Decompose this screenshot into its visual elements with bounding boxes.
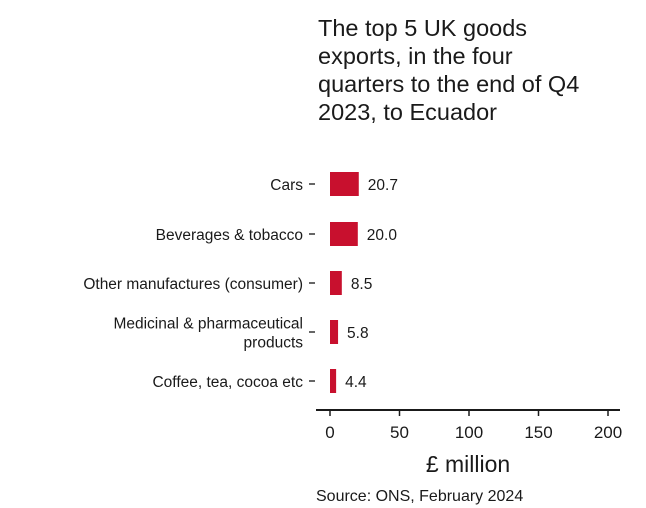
x-axis: 0 50 100 150 200 bbox=[316, 409, 622, 442]
chart-title: The top 5 UK goods exports, in the four qu… bbox=[318, 14, 638, 126]
chart-title-line: quarters to the end of Q4 bbox=[318, 71, 580, 97]
bar-value-label: 5.8 bbox=[347, 325, 369, 342]
category-labels: Cars Beverages & tobacco Other manufacture… bbox=[83, 177, 315, 391]
chart-title-line: The top 5 UK goods bbox=[318, 15, 528, 41]
category-label: Medicinal & pharmaceutical bbox=[113, 316, 303, 333]
bar-value-label: 20.0 bbox=[367, 227, 398, 244]
chart-title-line: exports, in the four bbox=[318, 43, 513, 69]
bar-value-label: 8.5 bbox=[351, 276, 373, 293]
bar-value-label: 20.7 bbox=[368, 177, 398, 194]
bar bbox=[330, 271, 342, 295]
bar bbox=[330, 222, 358, 246]
x-axis-title: £ million bbox=[426, 451, 510, 477]
category-label: products bbox=[244, 335, 304, 352]
bar bbox=[330, 172, 359, 196]
category-label: Beverages & tobacco bbox=[156, 227, 303, 244]
x-tick-label: 100 bbox=[455, 423, 483, 442]
category-label: Other manufactures (consumer) bbox=[83, 276, 303, 293]
bar bbox=[330, 369, 337, 393]
x-tick-label: 200 bbox=[594, 423, 622, 442]
value-labels: 20.7 20.0 8.5 5.8 4.4 bbox=[345, 177, 398, 391]
bar-value-label: 4.4 bbox=[345, 374, 367, 391]
bar bbox=[330, 320, 339, 344]
x-tick-label: 0 bbox=[325, 423, 334, 442]
bars bbox=[330, 172, 359, 393]
chart-title-line: 2023, to Ecuador bbox=[318, 99, 497, 125]
source-note: Source: ONS, February 2024 bbox=[316, 488, 524, 505]
category-label: Cars bbox=[270, 177, 303, 194]
category-label: Coffee, tea, cocoa etc bbox=[152, 374, 303, 391]
x-tick-label: 150 bbox=[524, 423, 552, 442]
x-tick-label: 50 bbox=[390, 423, 409, 442]
